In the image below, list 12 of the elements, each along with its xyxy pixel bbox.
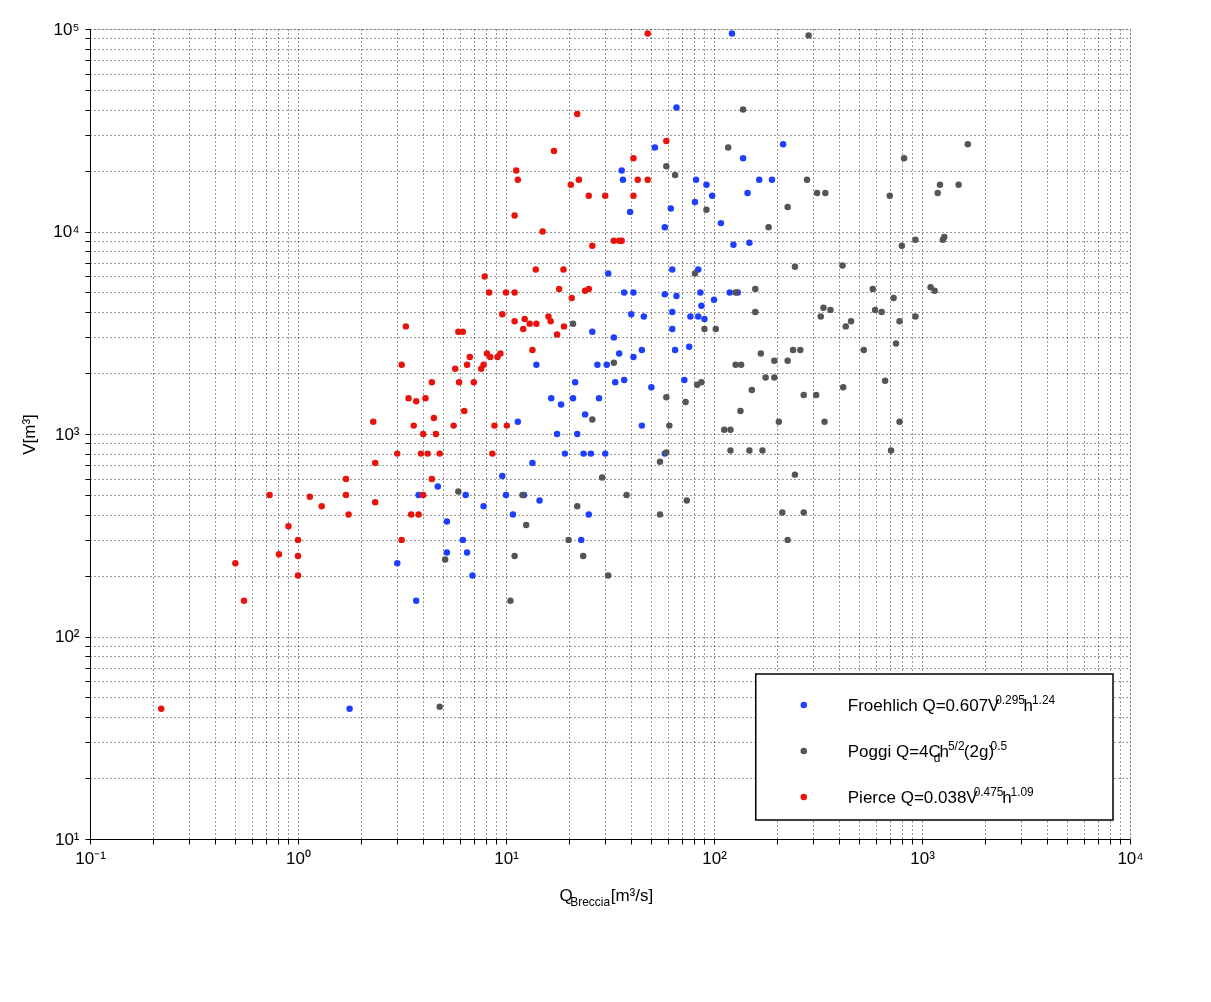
y-tick-label: 10⁴	[53, 222, 80, 241]
y-tick-label: 10²	[54, 627, 80, 646]
x-tick-label: 10¹	[494, 848, 520, 868]
x-tick-label: 10⁰	[286, 848, 311, 868]
y-tick-label: 10³	[54, 424, 80, 444]
y-tick-label: 10¹	[54, 829, 80, 849]
x-tick-label: 10²	[702, 848, 728, 868]
y-tick-label: 10⁵	[53, 19, 80, 39]
x-tick-label: 10⁴	[1117, 848, 1144, 868]
x-tick-label: 10⁻¹	[75, 848, 107, 868]
x-tick-label: 10³	[910, 848, 936, 868]
y-axis-title: V[m³]	[20, 414, 40, 455]
